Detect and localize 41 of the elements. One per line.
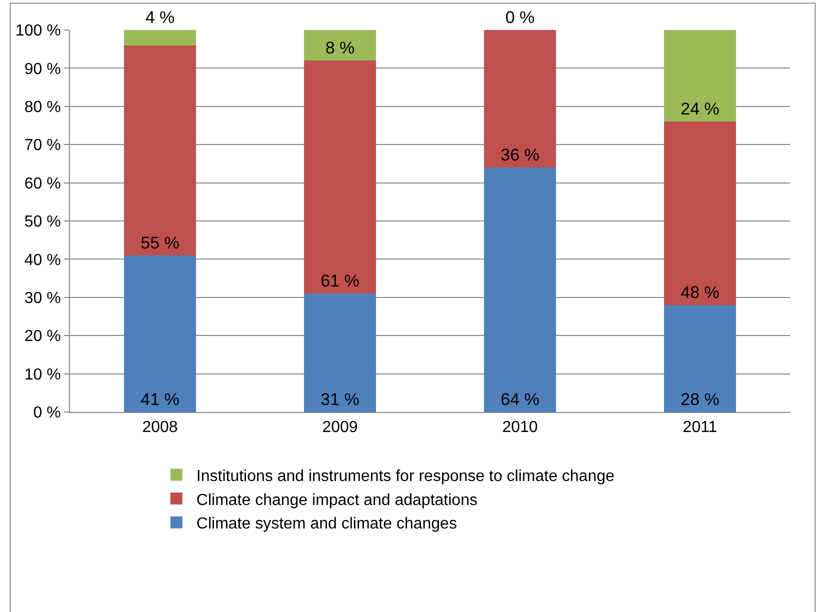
y-tick-label: 80 % bbox=[24, 99, 61, 116]
legend-label: Climate change impact and adaptations bbox=[196, 492, 478, 509]
data-label: 4 % bbox=[145, 8, 175, 27]
x-tick-label: 2009 bbox=[322, 419, 358, 436]
y-tick-label: 100 % bbox=[15, 22, 61, 40]
y-tick-label: 90 % bbox=[24, 60, 61, 78]
bar bbox=[484, 30, 556, 168]
bar bbox=[484, 168, 556, 412]
y-tick-label: 70 % bbox=[24, 137, 61, 154]
data-label: 41 % bbox=[140, 390, 180, 409]
bar bbox=[304, 60, 376, 294]
legend-label: Institutions and instruments for response to climate change bbox=[196, 468, 614, 485]
data-label: 28 % bbox=[680, 390, 720, 409]
bar bbox=[124, 255, 196, 412]
y-tick-label: 40 % bbox=[24, 252, 61, 269]
data-label: 48 % bbox=[680, 283, 720, 302]
bar bbox=[664, 305, 736, 412]
y-tick-label: 30 % bbox=[24, 290, 61, 307]
data-label: 36 % bbox=[500, 146, 540, 165]
y-tick-label: 20 % bbox=[24, 328, 61, 346]
bar bbox=[304, 294, 376, 412]
legend-label: Climate system and climate changes bbox=[196, 516, 457, 533]
x-tick-label: 2011 bbox=[682, 419, 718, 436]
data-label: 64 % bbox=[500, 390, 540, 409]
data-label: 24 % bbox=[680, 100, 720, 119]
bar bbox=[664, 122, 736, 306]
bar bbox=[304, 30, 376, 61]
data-label: 0 % bbox=[505, 8, 535, 27]
data-label: 55 % bbox=[140, 233, 180, 252]
data-label: 8 % bbox=[325, 38, 355, 58]
y-tick-label: 60 % bbox=[24, 175, 61, 192]
x-tick-label: 2010 bbox=[502, 419, 538, 436]
data-label: 31 % bbox=[320, 390, 360, 409]
y-tick-label: 0 % bbox=[33, 404, 61, 422]
bar bbox=[664, 30, 736, 122]
data-label: 61 % bbox=[320, 272, 360, 291]
bar bbox=[124, 45, 196, 256]
y-tick-label: 10 % bbox=[24, 366, 61, 384]
y-tick-label: 50 % bbox=[24, 214, 61, 231]
x-tick-label: 2008 bbox=[142, 419, 178, 436]
bar bbox=[124, 30, 196, 46]
